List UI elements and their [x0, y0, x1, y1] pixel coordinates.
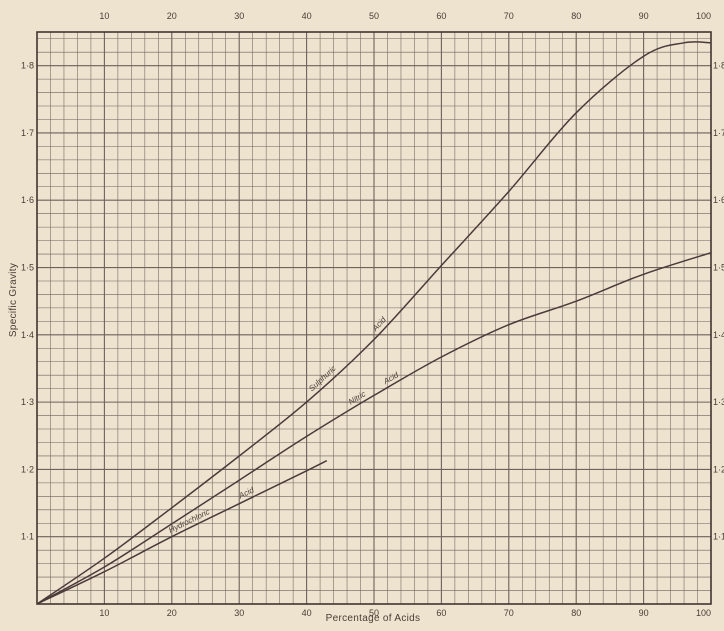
series-line-sulphuric-acid — [36, 41, 712, 605]
x-tick-label: 90 — [639, 608, 649, 618]
top-tick-label: 10 — [99, 11, 109, 21]
grid — [37, 32, 711, 604]
top-tick-label: 20 — [167, 11, 177, 21]
y-tick-label-right: 1·1 — [713, 532, 724, 542]
y-tick-label-right: 1·7 — [713, 128, 724, 138]
y-tick-label-right: 1·6 — [713, 195, 724, 205]
top-tick-label: 40 — [302, 11, 312, 21]
top-tick-label: 100 — [696, 11, 711, 21]
top-tick-label: 70 — [504, 11, 514, 21]
y-tick-label-right: 1·4 — [713, 330, 724, 340]
y-tick-label-left: 1·8 — [21, 61, 34, 71]
y-tick-label-left: 1·3 — [21, 397, 34, 407]
series-line-hydrochloric-acid — [36, 460, 328, 605]
series-line-nitric-acid — [36, 251, 712, 605]
x-tick-label: 70 — [504, 608, 514, 618]
series-layer — [36, 41, 712, 605]
x-tick-label: 20 — [167, 608, 177, 618]
x-axis-title: Percentage of Acids — [326, 613, 421, 624]
top-tick-label: 60 — [436, 11, 446, 21]
x-tick-label: 10 — [99, 608, 109, 618]
y-tick-label-left: 1·1 — [21, 532, 34, 542]
top-tick-label: 90 — [639, 11, 649, 21]
top-tick-label: 80 — [571, 11, 581, 21]
plot-frame — [36, 31, 712, 605]
y-tick-label-right: 1·2 — [713, 464, 724, 474]
x-tick-label: 100 — [696, 608, 711, 618]
x-tick-label: 30 — [234, 608, 244, 618]
y-tick-label-left: 1·6 — [21, 195, 34, 205]
y-tick-label-left: 1·5 — [21, 263, 34, 273]
plot-border — [36, 31, 712, 605]
top-tick-label: 50 — [369, 11, 379, 21]
x-tick-label: 50 — [369, 608, 379, 618]
y-tick-label-right: 1·8 — [713, 61, 724, 71]
y-tick-label-right: 1·3 — [713, 397, 724, 407]
y-axis-title: Specific Gravity — [8, 263, 19, 337]
top-tick-label: 30 — [234, 11, 244, 21]
tick-labels: 10 20 30 40 50 60 70 80 90 100 10 20 30 40 50 60 70 80 90 1… — [21, 11, 724, 618]
x-tick-label: 80 — [571, 608, 581, 618]
y-tick-label-left: 1·4 — [21, 330, 34, 340]
x-tick-label: 40 — [302, 608, 312, 618]
y-tick-label-right: 1·5 — [713, 263, 724, 273]
y-tick-label-left: 1·7 — [21, 128, 34, 138]
y-tick-label-left: 1·2 — [21, 464, 34, 474]
x-tick-label: 60 — [436, 608, 446, 618]
